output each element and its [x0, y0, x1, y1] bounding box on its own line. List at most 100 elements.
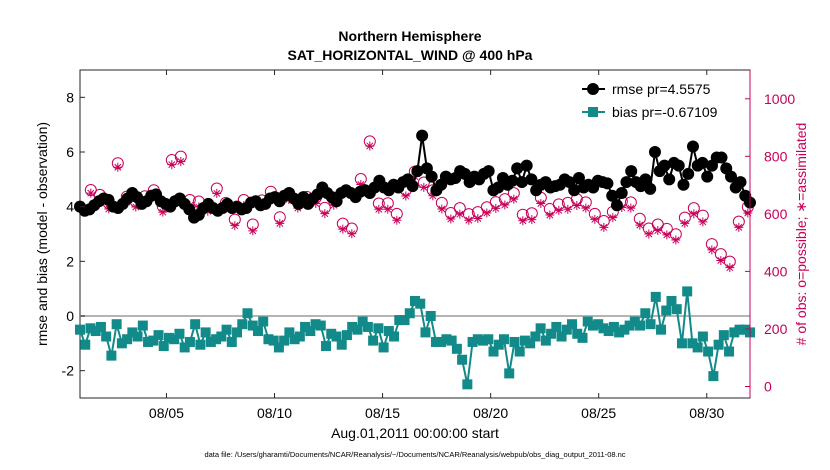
- bias-point: [310, 319, 321, 330]
- bias-point: [336, 339, 347, 350]
- rmse-point: [620, 176, 633, 189]
- bias-point: [263, 334, 274, 345]
- obs-assimilated-point: [662, 230, 672, 240]
- bias-point: [331, 331, 342, 342]
- bias-point: [211, 334, 222, 345]
- bias-point: [656, 324, 667, 335]
- bias-point: [373, 323, 384, 334]
- bias-point: [399, 315, 410, 326]
- obs-assimilated-point: [374, 204, 384, 214]
- y-axis-label-right: # of obs: o=possible; ∗=assimilated: [793, 123, 809, 346]
- obs-assimilated-point: [131, 202, 141, 212]
- obs-assimilated-point: [716, 255, 726, 265]
- bias-point: [383, 326, 394, 337]
- bias-point: [535, 323, 546, 334]
- y-tick-label-right: 200: [764, 321, 788, 337]
- bias-point: [425, 311, 436, 321]
- bias-point: [692, 342, 703, 353]
- bias-point: [739, 324, 750, 335]
- obs-assimilated-point: [743, 208, 753, 218]
- obs-assimilated-point: [545, 210, 555, 220]
- bias-point: [300, 321, 311, 332]
- bias-point: [498, 334, 509, 345]
- bias-point: [137, 320, 148, 331]
- bias-point: [718, 330, 729, 341]
- rmse-point: [734, 176, 747, 189]
- obs-assimilated-point: [581, 203, 591, 213]
- bias-point: [321, 341, 332, 352]
- bias-point: [441, 334, 452, 345]
- obs-assimilated-point: [518, 216, 528, 226]
- x-tick-label: 08/10: [257, 405, 292, 421]
- y-tick-label-right: 600: [764, 206, 788, 222]
- bias-point: [179, 342, 190, 353]
- bias-point: [724, 346, 735, 357]
- obs-assimilated-point: [653, 226, 663, 236]
- obs-assimilated-point: [275, 218, 285, 228]
- rmse-point: [406, 180, 419, 193]
- obs-assimilated-point: [500, 200, 510, 210]
- legend-rmse-marker: [587, 83, 599, 95]
- bias-point: [247, 320, 258, 331]
- legend-rmse-label: rmse pr=4.5575: [612, 81, 711, 97]
- y-tick-label-left: 4: [66, 199, 74, 215]
- bias-point: [530, 331, 541, 342]
- obs-assimilated-point: [158, 207, 168, 217]
- bias-point: [279, 335, 290, 346]
- bias-point: [216, 331, 227, 342]
- obs-assimilated-point: [473, 213, 483, 223]
- bias-point: [352, 324, 363, 335]
- x-tick-label: 08/25: [581, 405, 616, 421]
- bias-point: [540, 335, 551, 346]
- bias-point: [315, 320, 326, 331]
- obs-assimilated-point: [347, 229, 357, 239]
- obs-assimilated-point: [365, 141, 375, 151]
- bias-point: [347, 321, 358, 332]
- bias-point: [666, 295, 677, 306]
- obs-assimilated-point: [509, 194, 519, 204]
- bias-point: [226, 336, 237, 347]
- rmse-point: [615, 187, 628, 199]
- bias-point: [294, 331, 305, 342]
- bias-point: [420, 327, 431, 338]
- bias-point: [158, 341, 169, 352]
- bias-point: [305, 326, 316, 337]
- legend-box: [574, 76, 744, 124]
- bias-point: [357, 316, 368, 327]
- chart-title: Northern Hemisphere: [338, 28, 481, 44]
- rmse-point: [663, 173, 676, 186]
- x-tick-label: 08/05: [149, 405, 184, 421]
- bias-point: [619, 324, 630, 335]
- obs-assimilated-point: [446, 214, 456, 224]
- chart-subtitle: SAT_HORIZONTAL_WIND @ 400 hPa: [288, 47, 533, 63]
- bias-point: [525, 338, 536, 349]
- legend-bias-marker: [588, 107, 598, 117]
- obs-assimilated-point: [554, 205, 564, 215]
- bias-point: [122, 334, 133, 345]
- rmse-point: [568, 184, 581, 197]
- obs-assimilated-point: [113, 162, 123, 172]
- legend: rmse pr=4.5575 bias pr=-0.67109: [574, 76, 744, 124]
- bias-point: [567, 319, 578, 330]
- bias-point: [252, 326, 263, 337]
- rmse-point: [601, 177, 614, 190]
- bias-point: [284, 327, 295, 338]
- bias-point: [603, 326, 614, 337]
- bias-point: [446, 335, 457, 346]
- bias-point: [258, 316, 269, 327]
- obs-assimilated-point: [707, 245, 717, 255]
- obs-assimilated-point: [680, 218, 690, 228]
- x-axis-label: Aug.01,2011 00:00:00 start: [331, 425, 499, 441]
- bias-point: [95, 321, 106, 332]
- bias-point: [389, 331, 400, 342]
- y-tick-label-right: 0: [764, 378, 772, 394]
- bias-point: [587, 320, 598, 331]
- bias-point: [184, 336, 195, 347]
- bias-point: [593, 319, 604, 330]
- bias-point: [143, 336, 154, 347]
- y-tick-label-right: 400: [764, 263, 788, 279]
- y-tick-label-left: 0: [66, 308, 74, 324]
- y-tick-label-left: 6: [66, 144, 74, 160]
- bias-point: [111, 319, 122, 330]
- rmse-point: [672, 159, 685, 172]
